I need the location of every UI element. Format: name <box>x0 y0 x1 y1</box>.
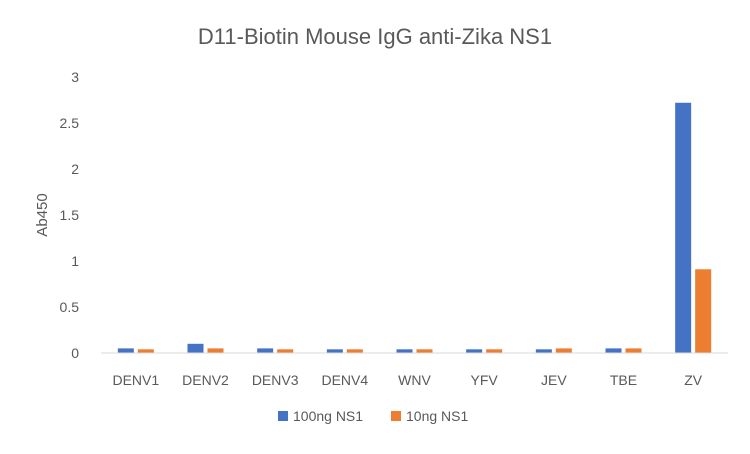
legend-label: 100ng NS1 <box>293 408 363 424</box>
x-tick-label: WNV <box>398 372 431 388</box>
y-tick-label: 0 <box>71 345 79 361</box>
bars <box>117 102 712 353</box>
x-tick-label: JEV <box>541 372 567 388</box>
y-axis-ticks: 0 0.5 1 1.5 2 2.5 3 <box>60 69 80 361</box>
legend-swatch <box>391 411 401 421</box>
x-tick-label: DENV2 <box>182 372 229 388</box>
legend-label: 10ng NS1 <box>406 408 468 424</box>
y-tick-label: 2 <box>71 161 79 177</box>
bar-series2-zv <box>695 269 712 353</box>
bar-series1-tbe <box>605 348 622 353</box>
x-tick-label: DENV3 <box>252 372 299 388</box>
y-tick-label: 1 <box>71 253 79 269</box>
bar-series2-denv2 <box>207 348 224 353</box>
bar-series1-denv4 <box>326 349 343 353</box>
bar-series1-yfv <box>466 349 483 353</box>
bar-series2-tbe <box>625 348 642 353</box>
bar-series2-jev <box>555 348 572 353</box>
chart-title: D11-Biotin Mouse IgG anti-Zika NS1 <box>198 24 552 49</box>
bar-series1-denv1 <box>117 348 134 353</box>
x-tick-label: DENV1 <box>112 372 159 388</box>
bar-series2-denv3 <box>277 349 294 353</box>
bar-series2-yfv <box>486 349 503 353</box>
y-axis-label: Ab450 <box>34 193 51 236</box>
bar-series2-wnv <box>416 349 433 353</box>
bar-series1-jev <box>535 349 552 353</box>
bar-series1-zv <box>675 102 692 353</box>
y-tick-label: 1.5 <box>60 207 80 223</box>
x-tick-label: YFV <box>471 372 499 388</box>
y-tick-label: 2.5 <box>60 115 80 131</box>
x-axis-ticks: DENV1 DENV2 DENV3 DENV4 WNV YFV JEV TBE ZV <box>112 372 702 388</box>
bar-series2-denv1 <box>137 349 154 353</box>
legend-swatch <box>278 411 288 421</box>
bar-series1-denv2 <box>187 343 204 353</box>
bar-series1-denv3 <box>257 348 274 353</box>
x-tick-label: DENV4 <box>321 372 368 388</box>
legend: 100ng NS1 10ng NS1 <box>278 408 468 424</box>
bar-series2-denv4 <box>346 349 363 353</box>
y-tick-label: 3 <box>71 69 79 85</box>
bar-series1-wnv <box>396 349 413 353</box>
x-tick-label: TBE <box>610 372 637 388</box>
y-tick-label: 0.5 <box>60 299 80 315</box>
x-tick-label: ZV <box>684 372 703 388</box>
